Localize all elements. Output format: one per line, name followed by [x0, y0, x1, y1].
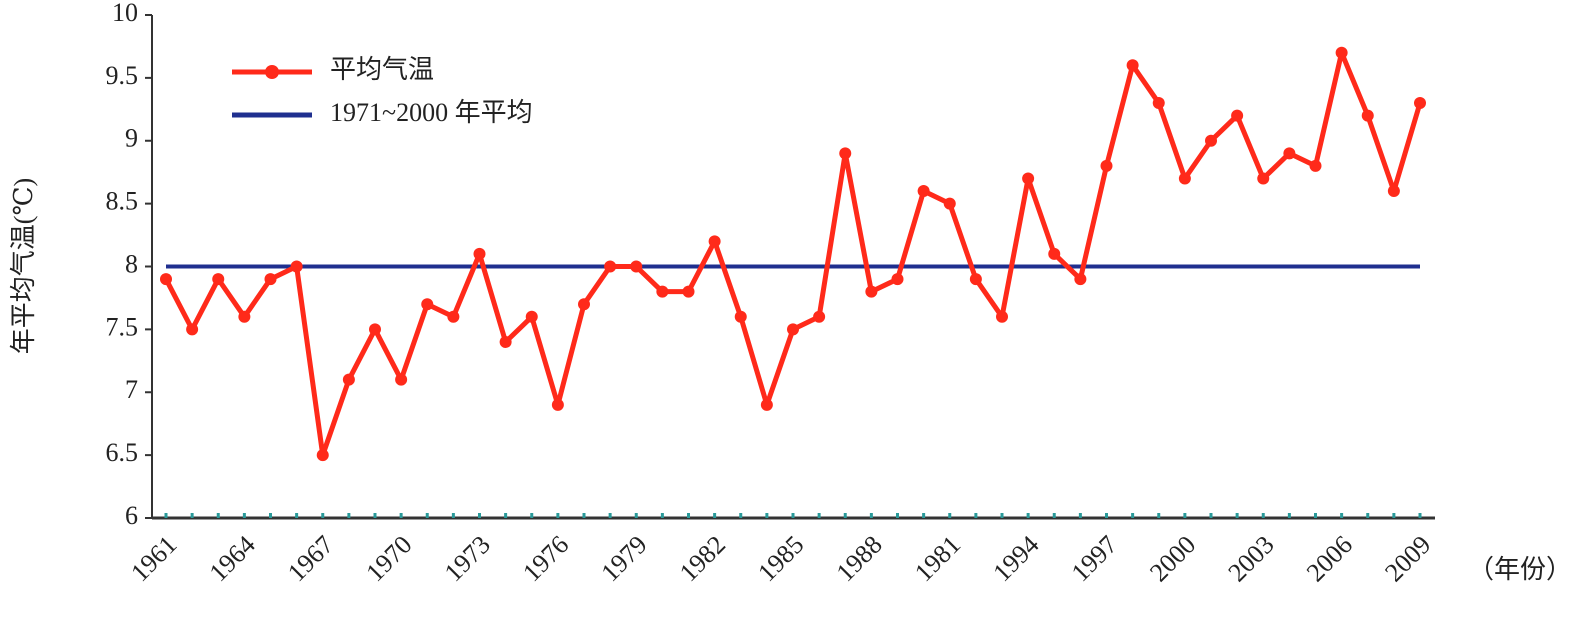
data-point [1100, 159, 1113, 172]
data-point [891, 273, 904, 286]
x-tick-label: 2006 [1301, 530, 1358, 587]
data-point [551, 398, 564, 411]
x-axis-label: （年份） [1468, 555, 1572, 584]
x-tick-label: 2009 [1379, 530, 1436, 587]
data-point [212, 273, 225, 286]
x-tick-label: 1981 [909, 530, 966, 587]
data-point [682, 285, 695, 298]
data-point [1048, 247, 1061, 260]
data-point [1074, 273, 1087, 286]
data-point [1022, 172, 1035, 185]
y-tick-label: 9 [125, 124, 138, 153]
x-tick-label: 1964 [204, 530, 261, 587]
x-tick-label: 1988 [831, 530, 888, 587]
x-tick-label: 1976 [517, 530, 574, 587]
x-tick-label: 1961 [125, 530, 182, 587]
x-tick-label: 1973 [439, 530, 496, 587]
x-tick-label: 2003 [1222, 530, 1279, 587]
data-point [813, 310, 826, 323]
data-point [1126, 59, 1139, 72]
data-point [342, 373, 355, 386]
data-point [369, 323, 381, 336]
data-point [630, 260, 643, 273]
data-point [186, 323, 199, 336]
data-point [1178, 172, 1191, 185]
data-point [160, 273, 172, 286]
x-tick-label: 1967 [282, 530, 339, 587]
y-tick-label: 7 [125, 375, 138, 404]
data-point [787, 323, 799, 336]
legend-label: 平均气温 [330, 55, 434, 84]
data-point [499, 335, 512, 348]
y-tick-label: 8.5 [106, 187, 139, 216]
y-tick-label: 6.5 [106, 438, 139, 467]
data-point [708, 235, 721, 248]
data-point [943, 197, 956, 210]
data-point [316, 449, 329, 462]
y-tick-label: 8 [125, 249, 138, 278]
x-tick-label: 1985 [752, 530, 809, 587]
y-tick-label: 7.5 [106, 312, 139, 341]
data-point [1387, 185, 1400, 198]
x-tick-label: 1970 [360, 530, 417, 587]
data-point [525, 310, 538, 323]
data-point [395, 373, 408, 386]
data-point [1283, 147, 1296, 160]
x-tick-label: 2000 [1144, 530, 1201, 587]
data-point [1335, 46, 1348, 59]
data-point [1414, 97, 1426, 110]
data-point [1361, 109, 1374, 122]
data-point [238, 310, 251, 323]
data-point [578, 298, 590, 311]
legend-marker [265, 65, 279, 79]
y-tick-label: 6 [125, 501, 138, 530]
data-point [839, 147, 852, 160]
data-point [421, 298, 434, 311]
data-point [734, 310, 747, 323]
data-point [604, 260, 617, 273]
data-point [760, 398, 773, 411]
x-tick-label: 1982 [674, 530, 731, 587]
data-point [969, 273, 982, 286]
x-tick-label: 1997 [1066, 530, 1123, 587]
data-point [473, 247, 486, 260]
data-point [447, 310, 460, 323]
data-point [865, 285, 878, 298]
data-point [917, 185, 930, 198]
data-point [1309, 159, 1322, 172]
y-axis-label: 年平均气温(℃) [9, 178, 38, 354]
y-tick-label: 9.5 [106, 61, 139, 90]
data-point [656, 285, 669, 298]
data-point [1257, 172, 1270, 185]
x-tick-label: 1979 [595, 530, 652, 587]
data-point [1205, 134, 1217, 147]
legend-label: 1971~2000 年平均 [330, 98, 533, 127]
data-point [1152, 97, 1165, 110]
y-tick-label: 10 [112, 0, 138, 27]
data-point [1231, 109, 1244, 122]
data-point [290, 260, 303, 273]
data-point [996, 310, 1008, 323]
data-point [264, 273, 277, 286]
x-tick-label: 1994 [987, 530, 1044, 587]
